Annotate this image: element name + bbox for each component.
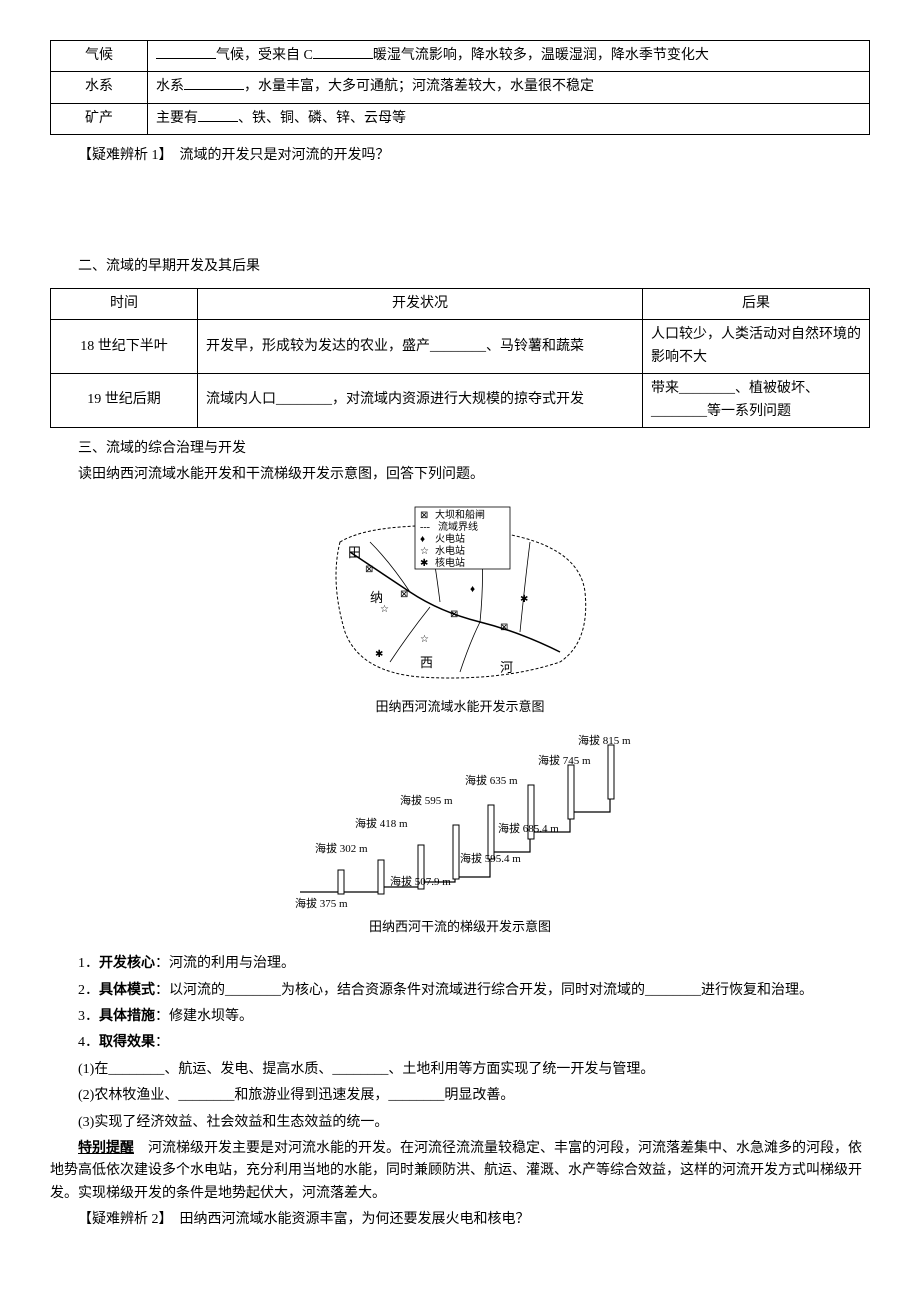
- cascade-diagram: 海拔 815 m 海拔 745 m 海拔 635 m 海拔 595 m 海拔 4…: [50, 732, 870, 938]
- question-2: 【疑难辨析 2】 田纳西河流域水能资源丰富，为何还要发展火电和核电？: [50, 1209, 870, 1231]
- svg-text:西: 西: [420, 655, 433, 670]
- row2-time: 19 世纪后期: [51, 374, 198, 428]
- special-note: 特别提醒 河流梯级开发主要是对河流水能的开发。在河流径流流量较稳定、丰富的河段，…: [50, 1138, 870, 1205]
- item-2: 2．具体模式：以河流的________为核心，结合资源条件对流域进行综合开发，同…: [50, 980, 870, 1002]
- svg-text:⊠: ⊠: [365, 564, 373, 575]
- svg-text:纳: 纳: [370, 590, 383, 605]
- effect-1: (1)在________、航运、发电、提高水质、________、土地利用等方面…: [50, 1059, 870, 1081]
- svg-text:⊠: ⊠: [450, 609, 458, 620]
- svg-text:大坝和船闸: 大坝和船闸: [435, 508, 485, 521]
- svg-text:✱: ✱: [520, 594, 528, 605]
- svg-text:火电站: 火电站: [435, 532, 465, 545]
- svg-text:☆: ☆: [420, 546, 429, 557]
- row2-status: 流域内人口________，对流域内资源进行大规模的掠夺式开发: [198, 374, 643, 428]
- svg-text:海拔 815 m: 海拔 815 m: [578, 733, 631, 747]
- section2-title: 二、流域的早期开发及其后果: [50, 256, 870, 278]
- question-2-label: 【疑难辨析 2】: [78, 1212, 166, 1227]
- map-svg: ⊠ ⊠ ⊠ ⊠ ☆ ☆ ♦ ✱ ✱ ⊠ 大坝和船闸 --- 流域界线 ♦ 火电站 ☆ 水…: [320, 502, 600, 692]
- blank: [184, 89, 244, 90]
- svg-text:海拔 745 m: 海拔 745 m: [538, 753, 591, 767]
- svg-text:海拔 595.4 m: 海拔 595.4 m: [460, 851, 521, 865]
- svg-text:♦: ♦: [470, 584, 475, 595]
- history-table: 时间 开发状况 后果 18 世纪下半叶 开发早，形成较为发达的农业，盛产____…: [50, 288, 870, 428]
- svg-text:⊠: ⊠: [400, 589, 408, 600]
- note-text: 河流梯级开发主要是对河流水能的开发。在河流径流流量较稳定、丰富的河段，河流落差集…: [50, 1141, 862, 1201]
- question-1-text: 流域的开发只是对河流的开发吗？: [180, 148, 390, 163]
- row2-result: 带来________、植被破坏、________等一系列问题: [643, 374, 870, 428]
- mineral-cell: 主要有、铁、铜、磷、锌、云母等: [148, 103, 870, 134]
- svg-text:河: 河: [500, 660, 513, 675]
- svg-text:海拔 418 m: 海拔 418 m: [355, 816, 408, 830]
- row-label-climate: 气候: [51, 41, 148, 72]
- svg-text:☆: ☆: [420, 634, 429, 645]
- item-1: 1．开发核心：河流的利用与治理。: [50, 953, 870, 975]
- svg-text:☆: ☆: [380, 604, 389, 615]
- svg-text:田: 田: [348, 545, 361, 560]
- svg-text:海拔 507.9 m: 海拔 507.9 m: [390, 874, 451, 888]
- row1-time: 18 世纪下半叶: [51, 320, 198, 374]
- question-1-label: 【疑难辨析 1】: [78, 148, 166, 163]
- svg-text:海拔 635 m: 海拔 635 m: [465, 773, 518, 787]
- row1-result: 人口较少，人类活动对自然环境的影响不大: [643, 320, 870, 374]
- effect-3: (3)实现了经济效益、社会效益和生态效益的统一。: [50, 1112, 870, 1134]
- svg-text:海拔 595 m: 海拔 595 m: [400, 793, 453, 807]
- svg-text:✱: ✱: [375, 649, 383, 660]
- row-label-water: 水系: [51, 72, 148, 103]
- th-time: 时间: [51, 288, 198, 319]
- svg-text:✱: ✱: [420, 558, 428, 569]
- svg-text:⊠: ⊠: [500, 622, 508, 633]
- svg-text:⊠: ⊠: [420, 510, 428, 521]
- row-label-mineral: 矿产: [51, 103, 148, 134]
- th-result: 后果: [643, 288, 870, 319]
- svg-text:海拔 685.4 m: 海拔 685.4 m: [498, 821, 559, 835]
- climate-table: 气候 气候，受来自 C暖湿气流影响，降水较多，温暖湿润，降水季节变化大 水系 水…: [50, 40, 870, 135]
- svg-text:核电站: 核电站: [435, 556, 465, 569]
- row1-status: 开发早，形成较为发达的农业，盛产________、马铃薯和蔬菜: [198, 320, 643, 374]
- th-status: 开发状况: [198, 288, 643, 319]
- svg-text:♦: ♦: [420, 534, 425, 545]
- effect-2: (2)农林牧渔业、________和旅游业得到迅速发展，________明显改善…: [50, 1085, 870, 1107]
- map-caption: 田纳西河流域水能开发示意图: [50, 697, 870, 718]
- blank: [313, 58, 373, 59]
- svg-text:流域界线: 流域界线: [438, 520, 478, 533]
- question-2-text: 田纳西河流域水能资源丰富，为何还要发展火电和核电？: [180, 1212, 530, 1227]
- svg-text:海拔 375 m: 海拔 375 m: [295, 896, 348, 910]
- water-cell: 水系，水量丰富，大多可通航；河流落差较大，水量很不稳定: [148, 72, 870, 103]
- climate-cell: 气候，受来自 C暖湿气流影响，降水较多，温暖湿润，降水季节变化大: [148, 41, 870, 72]
- question-1: 【疑难辨析 1】 流域的开发只是对河流的开发吗？: [50, 145, 870, 167]
- blank: [156, 58, 216, 59]
- map-diagram: ⊠ ⊠ ⊠ ⊠ ☆ ☆ ♦ ✱ ✱ ⊠ 大坝和船闸 --- 流域界线 ♦ 火电站 ☆ 水…: [50, 502, 870, 718]
- svg-text:---: ---: [420, 522, 430, 533]
- blank: [198, 121, 238, 122]
- svg-text:海拔 302 m: 海拔 302 m: [315, 841, 368, 855]
- cascade-svg: 海拔 815 m 海拔 745 m 海拔 635 m 海拔 595 m 海拔 4…: [280, 732, 640, 912]
- svg-text:水电站: 水电站: [435, 544, 465, 557]
- item-4: 4．取得效果：: [50, 1032, 870, 1054]
- section3-title: 三、流域的综合治理与开发: [50, 438, 870, 460]
- note-label: 特别提醒: [78, 1141, 134, 1156]
- cascade-caption: 田纳西河干流的梯级开发示意图: [50, 917, 870, 938]
- section3-intro: 读田纳西河流域水能开发和干流梯级开发示意图，回答下列问题。: [50, 464, 870, 486]
- item-3: 3．具体措施：修建水坝等。: [50, 1006, 870, 1028]
